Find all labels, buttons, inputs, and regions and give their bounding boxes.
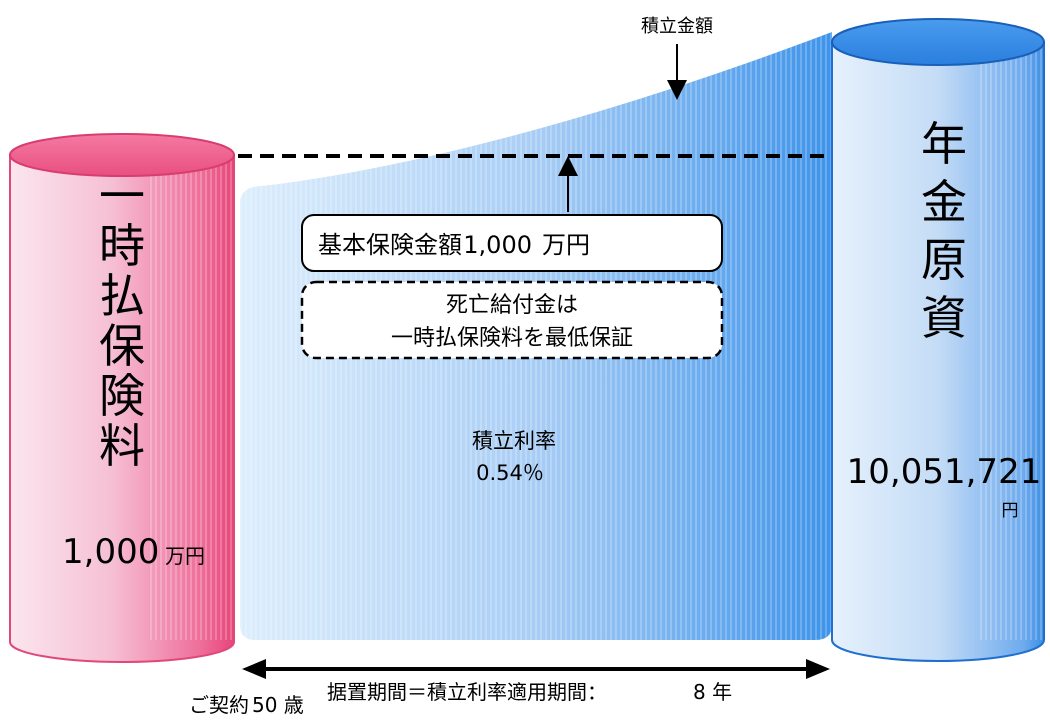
- basic-amount-box: 基本保険金額 1,000 万円: [301, 214, 723, 272]
- annuity-fund-title: 年 金 原 資: [921, 117, 967, 345]
- period-value: 8 年: [693, 680, 732, 704]
- annuity-fund-unit: 円: [1002, 501, 1019, 521]
- premium-title: 一 時 払 保 険 料: [99, 169, 145, 473]
- premium-title-char: 料: [99, 419, 145, 473]
- death-benefit-line1: 死亡給付金は: [446, 293, 578, 318]
- death-benefit-line2: 一時払保険料を最低保証: [391, 326, 633, 351]
- contract-age-label: ご契約: [189, 693, 249, 717]
- period-label: 据置期間＝積立利率適用期間：: [327, 680, 607, 704]
- basic-amount-unit: 万円: [542, 231, 590, 259]
- annuity-fund-title-char: 資: [921, 291, 967, 345]
- premium-title-char: 払: [99, 269, 145, 323]
- period-arrow: [242, 659, 830, 679]
- death-benefit-box: 死亡給付金は 一時払保険料を最低保証: [300, 280, 724, 360]
- basic-amount-value: 1,000: [463, 231, 532, 259]
- premium-title-char: 険: [99, 369, 145, 423]
- premium-title-char: 時: [99, 219, 145, 273]
- premium-title-char: 保: [99, 319, 145, 373]
- accumulation-label: 積立金額: [641, 16, 713, 37]
- premium-title-char: 一: [99, 169, 145, 223]
- annuity-fund-title-char: 金: [921, 175, 967, 229]
- rate-value: 0.54％: [476, 461, 544, 485]
- premium-cylinder: [9, 133, 235, 663]
- rate-label: 積立利率: [472, 429, 556, 453]
- contract-age-value: 50 歳: [252, 693, 304, 717]
- annuity-fund-cylinder: [831, 18, 1045, 662]
- premium-amount: 1,000: [62, 532, 159, 572]
- annuity-fund-title-char: 原: [921, 233, 967, 287]
- annuity-fund-title-char: 年: [921, 117, 967, 171]
- basic-amount-label: 基本保険金額: [318, 231, 462, 259]
- annuity-fund-amount: 10,051,721: [847, 452, 1042, 492]
- premium-unit: 万円: [165, 544, 205, 568]
